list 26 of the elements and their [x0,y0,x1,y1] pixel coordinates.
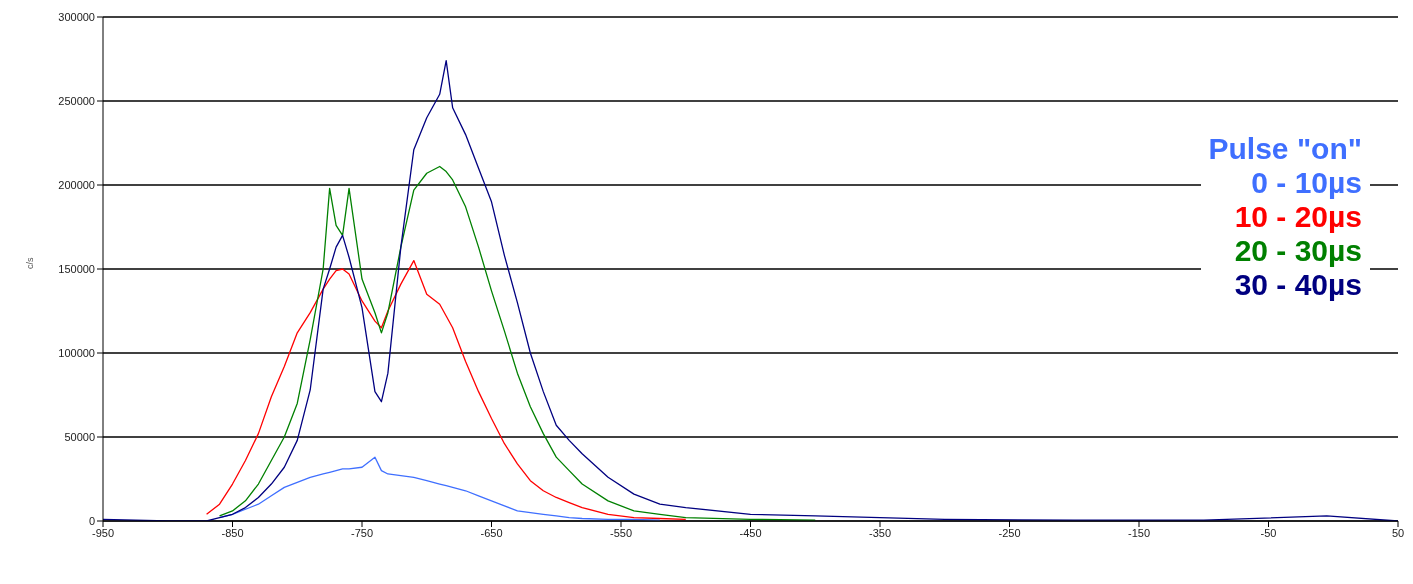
y-tick-label: 0 [88,514,95,527]
text: 0 - 10µs [1250,166,1362,200]
y-tick-label: 250000 [58,94,95,107]
x-tick-label: -850 [221,526,244,539]
x-tick-label: -750 [350,526,374,539]
y-tick-label: 300000 [58,10,95,23]
y-tick-label: 100000 [58,346,95,359]
y-tick-label: 150000 [58,262,95,275]
y-axis-title: c/s [25,257,36,269]
x-tick-label: -950 [91,526,115,539]
legend-title: Pulse "on" [1208,132,1362,166]
x-tick-label: -50 [1260,526,1277,539]
x-tick-label: -250 [998,526,1021,539]
y-tick-label: 50000 [64,430,95,443]
line-series [218,165,816,521]
x-tick-label: -650 [480,526,503,539]
x-tick-label: -550 [609,526,633,539]
text: 20 - 30µs [1233,234,1362,268]
x-tick-label: -150 [1127,526,1151,539]
x-tick-label: 50 [1391,526,1405,539]
x-tick-label: -450 [739,526,762,539]
text: 30 - 40µs [1233,268,1362,302]
x-tick-label: -350 [868,526,892,539]
line-series [205,259,687,520]
text: 10 - 20µs [1233,200,1362,234]
y-tick-label: 200000 [58,178,95,191]
